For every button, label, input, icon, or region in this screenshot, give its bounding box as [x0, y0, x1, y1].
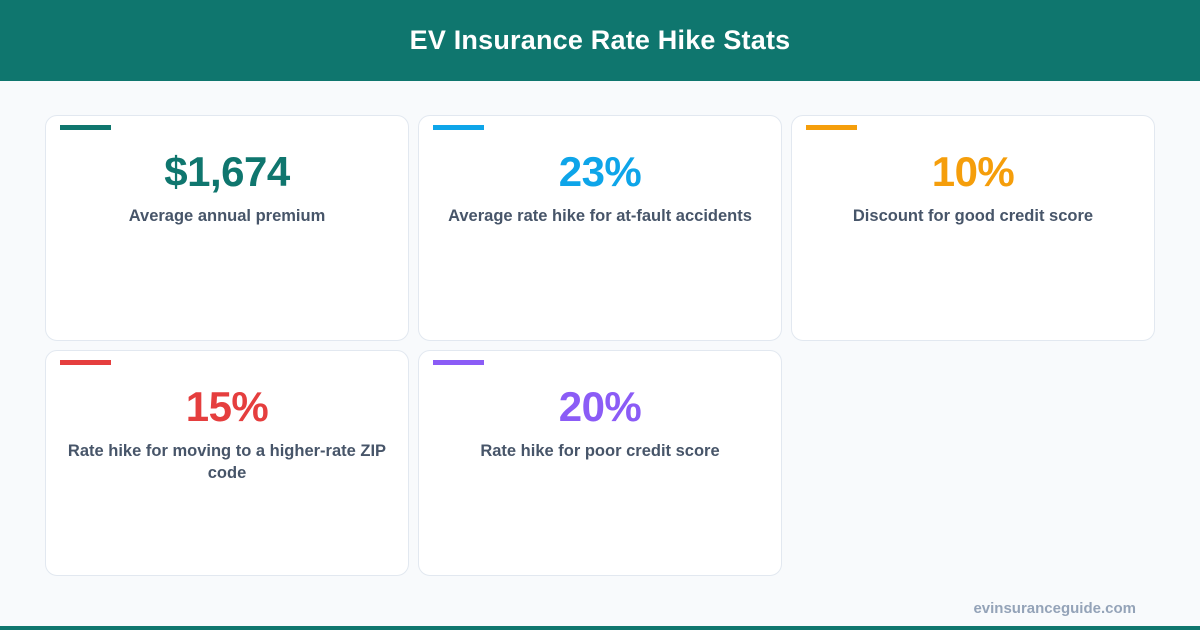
- stat-value: 20%: [558, 383, 642, 430]
- accent-bar: [806, 125, 857, 130]
- stat-card-average-premium: $1,674 Average annual premium: [45, 115, 409, 341]
- footer-source-url: evinsuranceguide.com: [973, 600, 1136, 617]
- stat-label: Rate hike for poor credit score: [480, 442, 720, 460]
- stat-card-good-credit-discount: 10% Discount for good credit score: [791, 115, 1155, 341]
- stat-value: 15%: [185, 383, 269, 430]
- stat-value: 23%: [558, 148, 642, 195]
- stat-value: $1,674: [164, 148, 290, 195]
- header-banner: EV Insurance Rate Hike Stats: [0, 0, 1200, 81]
- stat-label: Discount for good credit score: [852, 207, 1094, 225]
- accent-bar: [60, 125, 111, 130]
- stat-card-poor-credit-hike: 20% Rate hike for poor credit score: [418, 350, 782, 576]
- stat-card-zip-code-hike: 15% Rate hike for moving to a higher-rat…: [45, 350, 409, 576]
- stat-label: Average rate hike for at-fault accidents: [448, 207, 752, 225]
- accent-bar: [433, 125, 484, 130]
- stat-label: Rate hike for moving to a higher-rate ZI…: [67, 442, 387, 482]
- stat-card-at-fault-accidents: 23% Average rate hike for at-fault accid…: [418, 115, 782, 341]
- page-title: EV Insurance Rate Hike Stats: [409, 25, 791, 55]
- bottom-accent-bar: [0, 626, 1200, 630]
- stat-label: Average annual premium: [128, 207, 326, 225]
- accent-bar: [433, 360, 484, 365]
- stat-value: 10%: [931, 148, 1015, 195]
- accent-bar: [60, 360, 111, 365]
